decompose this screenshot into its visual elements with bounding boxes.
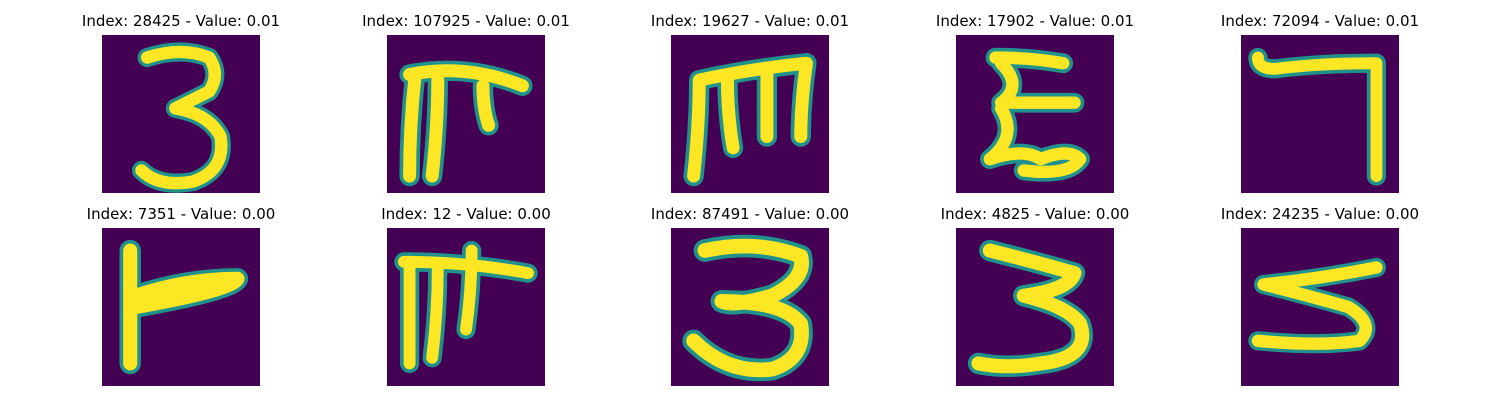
- panel-title: Index: 72094 - Value: 0.01: [1220, 12, 1420, 30]
- panel-title: Index: 7351 - Value: 0.00: [86, 205, 276, 223]
- digit-image: [1241, 228, 1399, 386]
- digit-image: [956, 35, 1114, 193]
- digit-image: [671, 228, 829, 386]
- panel-title: Index: 4825 - Value: 0.00: [940, 205, 1130, 223]
- digit-image: [387, 228, 545, 386]
- panel-title: Index: 19627 - Value: 0.01: [650, 12, 850, 30]
- panel-title: Index: 87491 - Value: 0.00: [650, 205, 850, 223]
- panel-title: Index: 17902 - Value: 0.01: [935, 12, 1135, 30]
- digit-image: [102, 228, 260, 386]
- digit-image: [387, 35, 545, 193]
- panel-title: Index: 107925 - Value: 0.01: [362, 12, 570, 30]
- panel-title: Index: 24235 - Value: 0.00: [1220, 205, 1420, 223]
- digit-image: [956, 228, 1114, 386]
- panel-title: Index: 28425 - Value: 0.01: [81, 12, 281, 30]
- digit-image: [671, 35, 829, 193]
- digit-image: [1241, 35, 1399, 193]
- panel-title: Index: 12 - Value: 0.00: [381, 205, 551, 223]
- digit-image: [102, 35, 260, 193]
